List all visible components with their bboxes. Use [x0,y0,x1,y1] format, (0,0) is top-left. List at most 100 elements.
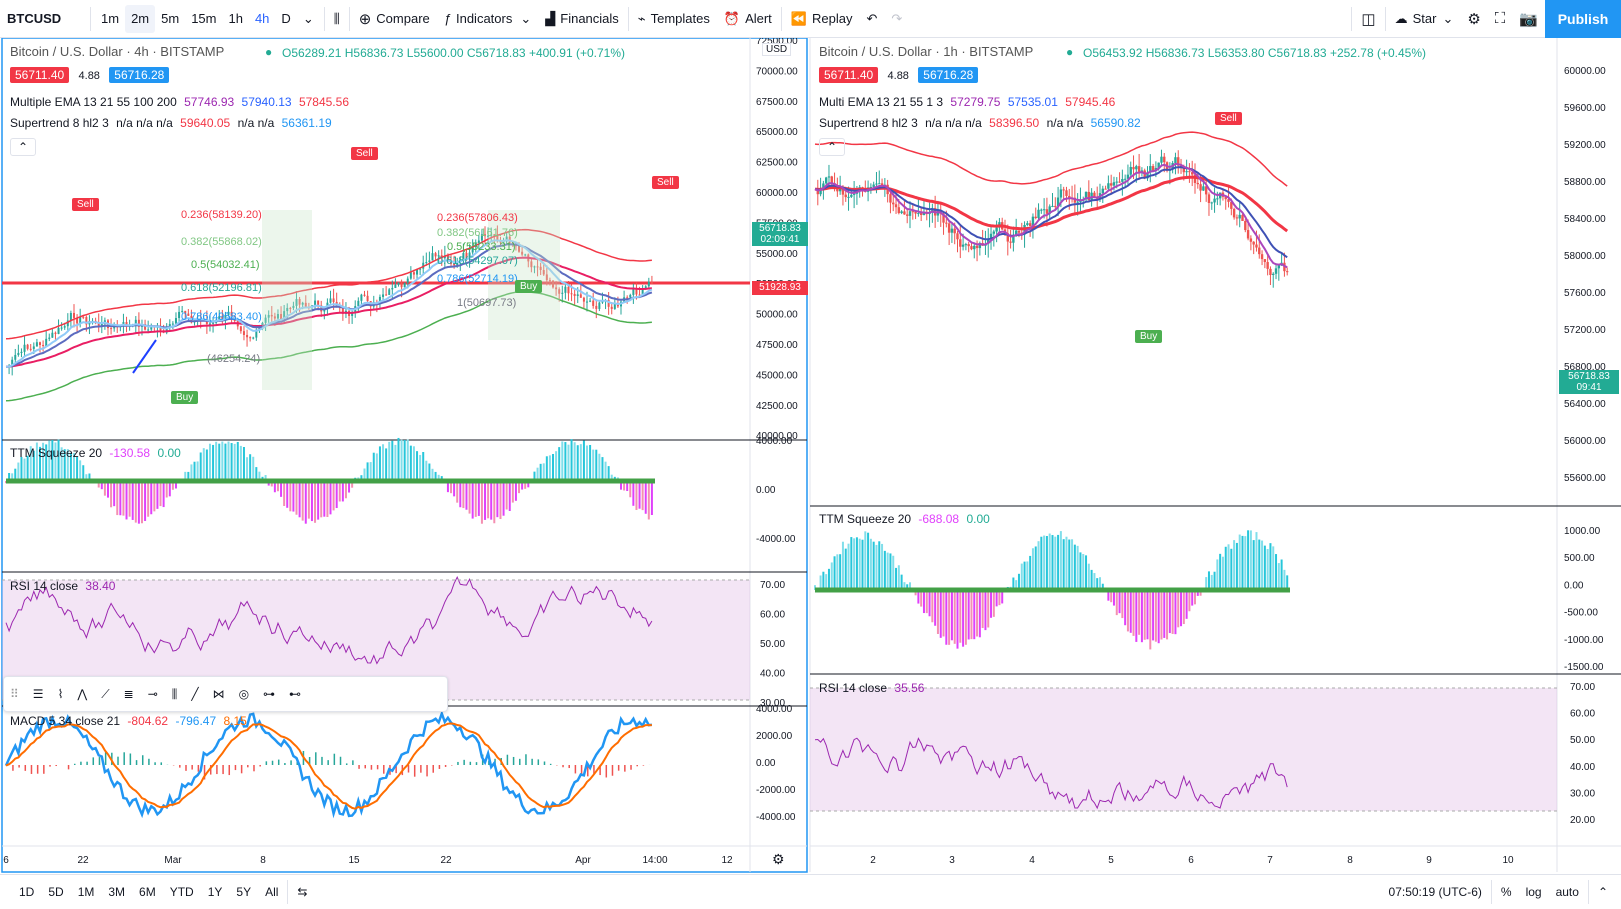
interval-1h[interactable]: 1h [228,11,243,26]
range-6m[interactable]: 6M [139,885,156,899]
fib-level-786[interactable]: 0.786(49583.40) [181,311,262,323]
right-ttm-legend[interactable]: TTM Squeeze 20 -688.08 0.00 [819,512,990,526]
undo-button[interactable]: ↶ [859,0,884,38]
ttm-bar [1082,554,1085,590]
candle-body [841,186,845,195]
percent-toggle[interactable]: % [1500,885,1512,899]
left-pane-border [1,38,808,873]
abcd-pattern-icon[interactable]: ⋀ [77,687,88,701]
left-rsi-legend[interactable]: RSI 14 close 38.40 [10,579,115,593]
fib2-level-382[interactable]: 0.382(56161.76) [437,227,518,239]
candle-body [212,322,215,324]
range-ytd[interactable]: YTD [169,885,194,899]
settings-button[interactable]: ⚙ [1460,0,1487,38]
line-tool-icon[interactable]: ╱ [191,687,199,701]
ttm-bar [886,552,889,590]
right-buy-price-button[interactable]: 56716.28 [918,67,979,83]
right-ohlc: O56453.92 H56836.73 L56353.80 C56718.83 … [1083,46,1426,60]
range-5y[interactable]: 5Y [236,885,252,899]
left-ema-legend[interactable]: Multiple EMA 13 21 55 100 200 57746.93 5… [10,95,349,109]
left-sell-price-button[interactable]: 56711.40 [10,67,70,83]
ttm-bar [459,481,462,508]
fib2-level-5[interactable]: 0.5(55233.31) [447,241,516,253]
range-5d[interactable]: 5D [48,885,64,899]
ttm-bar [942,590,945,637]
ttm-bar [822,571,825,590]
horizontal-lines-icon[interactable]: ☰ [32,687,44,701]
range-3m[interactable]: 3M [108,885,126,899]
fib-level-236[interactable]: 0.236(58139.20) [181,209,262,221]
redo-button[interactable]: ↷ [884,0,909,38]
right-chart-title[interactable]: Bitcoin / U.S. Dollar · 1h · BITSTAMP [819,44,1034,59]
fib-level-382[interactable]: 0.382(55868.02) [181,236,262,248]
interval-2m[interactable]: 2m [125,4,156,33]
interval-5m[interactable]: 5m [161,11,180,26]
publish-button[interactable]: Publish [1545,0,1621,38]
interval-d[interactable]: D [281,11,291,26]
financials-button[interactable]: ▟ Financials [538,0,626,38]
fib-level-618[interactable]: 0.618(52196.81) [181,282,262,294]
fib2-level-618[interactable]: 0.618(54297.07) [437,255,518,267]
log-toggle[interactable]: log [1525,885,1542,899]
compare-button[interactable]: ⊕ Compare [352,0,437,38]
horizontal-ray-icon[interactable]: ⊸ [147,687,158,701]
vertical-lines-icon[interactable]: ⫼ [171,686,178,701]
right-rsi-legend[interactable]: RSI 14 close 35.56 [819,681,924,695]
alert-button[interactable]: ⏰ Alert [717,0,779,38]
interval-4h[interactable]: 4h [254,11,270,26]
left-macd-legend[interactable]: MACD 5 34 close 21 -804.62 -796.47 8.15 [10,714,247,728]
interval-1m[interactable]: 1m [101,11,120,26]
trend-line-icon[interactable]: ⟋ [101,686,110,701]
ttm-bar [60,447,63,481]
indicators-button[interactable]: ƒ Indicators ⌄ [437,0,539,38]
axis-settings-button[interactable]: ⚙ [772,851,785,868]
interval-15m[interactable]: 15m [191,11,217,26]
fib-level-5[interactable]: 0.5(54032.41) [191,259,260,271]
right-ema-legend[interactable]: Multi EMA 13 21 55 1 3 57279.75 57535.01… [819,95,1115,109]
right-sell-price-button[interactable]: 56711.40 [819,67,879,83]
fib-retracement-icon[interactable]: ≣ [123,687,134,701]
candle-body [110,328,113,330]
range-1m[interactable]: 1M [77,885,95,899]
chart-type-button[interactable]: ⫼ [327,0,347,38]
measure-icon[interactable]: ⊶ [263,687,276,701]
expand-button[interactable]: ⌃ [1591,885,1615,899]
collapse-legend-button[interactable]: ⌃ [10,138,36,156]
left-chart-title[interactable]: Bitcoin / U.S. Dollar · 4h · BITSTAMP [10,44,225,59]
settings-lines-icon[interactable]: ⊷ [289,687,302,701]
range-1y[interactable]: 1Y [207,885,223,899]
templates-button[interactable]: ⌁ Templates [631,0,717,38]
pattern-tool-icon[interactable]: ⋈ [212,687,225,701]
date-range-button[interactable]: ⇆ [290,885,314,899]
left-buy-price-button[interactable]: 56716.28 [109,67,170,83]
range-1d[interactable]: 1D [19,885,35,899]
fib2-level-1[interactable]: 1(50697.73) [457,297,517,309]
charts-area[interactable]: 72500.0070000.0067500.0065000.0062500.00… [0,38,1621,874]
elliott-wave-icon[interactable]: ⌇ [57,687,64,701]
right-collapse-legend-button[interactable]: ⌃ [819,138,845,156]
left-currency-label[interactable]: USD [762,43,792,56]
symbol-search[interactable]: BTCUSD [7,11,62,26]
range-all[interactable]: All [265,885,279,899]
ttm-bar [964,590,967,645]
star-button[interactable]: ☁ Star ⌄ [1388,0,1461,38]
left-supertrend-legend[interactable]: Supertrend 8 hl2 3 n/a n/a n/a 59640.05 … [10,116,332,130]
fullscreen-button[interactable]: ⛶ [1488,0,1513,38]
macd-hist [370,765,373,770]
chevron-down-icon[interactable]: ⌄ [302,10,314,26]
right-supertrend-legend[interactable]: Supertrend 8 hl2 3 n/a n/a n/a 58396.50 … [819,116,1141,130]
candle-body [1157,162,1160,168]
replay-button[interactable]: ⏪ Replay [784,0,860,38]
auto-toggle[interactable]: auto [1555,885,1579,899]
drag-handle-icon[interactable]: ⠿ [10,687,19,701]
fib-level-1[interactable]: (46254.24) [207,353,261,365]
left-ttm-legend[interactable]: TTM Squeeze 20 -130.58 0.00 [10,446,181,460]
snapshot-button[interactable]: 📷 [1512,0,1545,38]
plus-circle-icon: ⊕ [358,10,372,28]
fib2-level-236[interactable]: 0.236(57806.43) [437,212,518,224]
fib2-level-786[interactable]: 0.786(52714.19) [437,273,518,285]
layout-button[interactable]: ◫ [1354,0,1382,38]
clock-time[interactable]: 07:50:19 (UTC-6) [1388,885,1482,899]
candle-body [847,196,850,198]
fib-spiral-icon[interactable]: ◎ [238,687,250,701]
